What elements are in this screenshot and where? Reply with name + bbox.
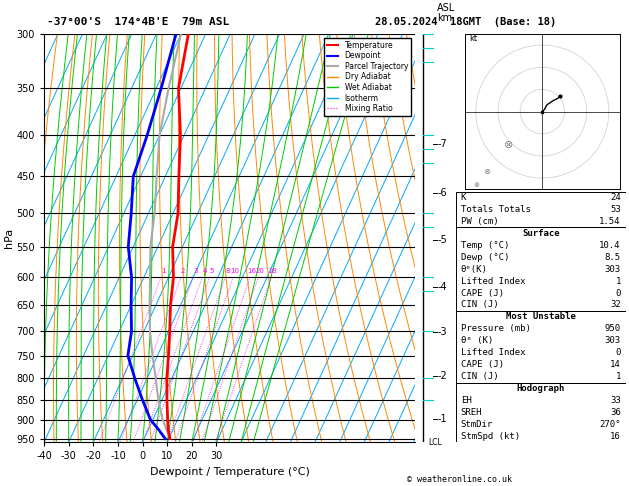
Text: 0: 0: [615, 289, 621, 297]
Text: 16: 16: [248, 268, 257, 275]
Text: kt: kt: [469, 34, 477, 43]
Text: Surface: Surface: [522, 229, 560, 238]
Text: ASL: ASL: [437, 3, 455, 13]
Text: 0: 0: [615, 348, 621, 357]
Text: -7: -7: [437, 139, 447, 149]
Text: ⊗: ⊗: [504, 140, 514, 150]
Text: -37°00'S  174°4B'E  79m ASL: -37°00'S 174°4B'E 79m ASL: [47, 17, 230, 27]
Text: CIN (J): CIN (J): [461, 300, 498, 310]
Text: 36: 36: [610, 408, 621, 417]
X-axis label: Dewpoint / Temperature (°C): Dewpoint / Temperature (°C): [150, 467, 309, 477]
Text: StmSpd (kt): StmSpd (kt): [461, 432, 520, 441]
Text: SREH: SREH: [461, 408, 482, 417]
Text: -5: -5: [437, 236, 447, 245]
Text: PW (cm): PW (cm): [461, 217, 498, 226]
Text: 8: 8: [225, 268, 230, 275]
Text: © weatheronline.co.uk: © weatheronline.co.uk: [407, 474, 511, 484]
Text: 20: 20: [256, 268, 265, 275]
Text: 950: 950: [604, 324, 621, 333]
Text: -2: -2: [437, 371, 447, 381]
Text: 1: 1: [161, 268, 165, 275]
Text: 28.05.2024  18GMT  (Base: 18): 28.05.2024 18GMT (Base: 18): [375, 17, 556, 27]
Text: 16: 16: [610, 432, 621, 441]
Text: Hodograph: Hodograph: [516, 384, 565, 393]
Text: 8.5: 8.5: [604, 253, 621, 262]
Text: -3: -3: [437, 327, 447, 337]
Text: θᵉ (K): θᵉ (K): [461, 336, 493, 345]
Text: θᵉ(K): θᵉ(K): [461, 265, 487, 274]
Text: 33: 33: [610, 396, 621, 405]
Text: CAPE (J): CAPE (J): [461, 360, 504, 369]
Bar: [455, 227, 626, 311]
Text: 4: 4: [203, 268, 207, 275]
Text: 53: 53: [610, 205, 621, 214]
Text: Dewp (°C): Dewp (°C): [461, 253, 509, 262]
Text: Pressure (mb): Pressure (mb): [461, 324, 531, 333]
Text: 303: 303: [604, 265, 621, 274]
Text: 24: 24: [610, 193, 621, 202]
Bar: [455, 191, 626, 227]
Text: 303: 303: [604, 336, 621, 345]
Text: Lifted Index: Lifted Index: [461, 277, 525, 286]
Text: Most Unstable: Most Unstable: [506, 312, 576, 321]
Text: 5: 5: [209, 268, 214, 275]
Text: 32: 32: [610, 300, 621, 310]
Text: 1: 1: [615, 372, 621, 381]
Text: StmDir: StmDir: [461, 420, 493, 429]
Text: -4: -4: [437, 282, 447, 292]
Text: 10: 10: [231, 268, 240, 275]
Text: 1.54: 1.54: [599, 217, 621, 226]
Text: 3: 3: [193, 268, 198, 275]
Text: -1: -1: [437, 414, 447, 424]
Text: CAPE (J): CAPE (J): [461, 289, 504, 297]
Y-axis label: hPa: hPa: [4, 228, 14, 248]
Text: Temp (°C): Temp (°C): [461, 241, 509, 250]
Text: CIN (J): CIN (J): [461, 372, 498, 381]
Legend: Temperature, Dewpoint, Parcel Trajectory, Dry Adiabat, Wet Adiabat, Isotherm, Mi: Temperature, Dewpoint, Parcel Trajectory…: [324, 38, 411, 116]
Text: ⊗: ⊗: [484, 167, 491, 176]
Bar: [455, 311, 626, 382]
Text: 10.4: 10.4: [599, 241, 621, 250]
Text: Lifted Index: Lifted Index: [461, 348, 525, 357]
Text: EH: EH: [461, 396, 472, 405]
Text: -6: -6: [437, 188, 447, 198]
Text: Totals Totals: Totals Totals: [461, 205, 531, 214]
Bar: [455, 382, 626, 442]
Text: ⊗: ⊗: [473, 182, 479, 188]
Text: LCL: LCL: [428, 438, 442, 447]
Text: km: km: [437, 14, 452, 23]
Text: 270°: 270°: [599, 420, 621, 429]
Text: 2: 2: [181, 268, 186, 275]
Text: 14: 14: [610, 360, 621, 369]
Text: 28: 28: [269, 268, 277, 275]
Text: 1: 1: [615, 277, 621, 286]
Text: K: K: [461, 193, 466, 202]
